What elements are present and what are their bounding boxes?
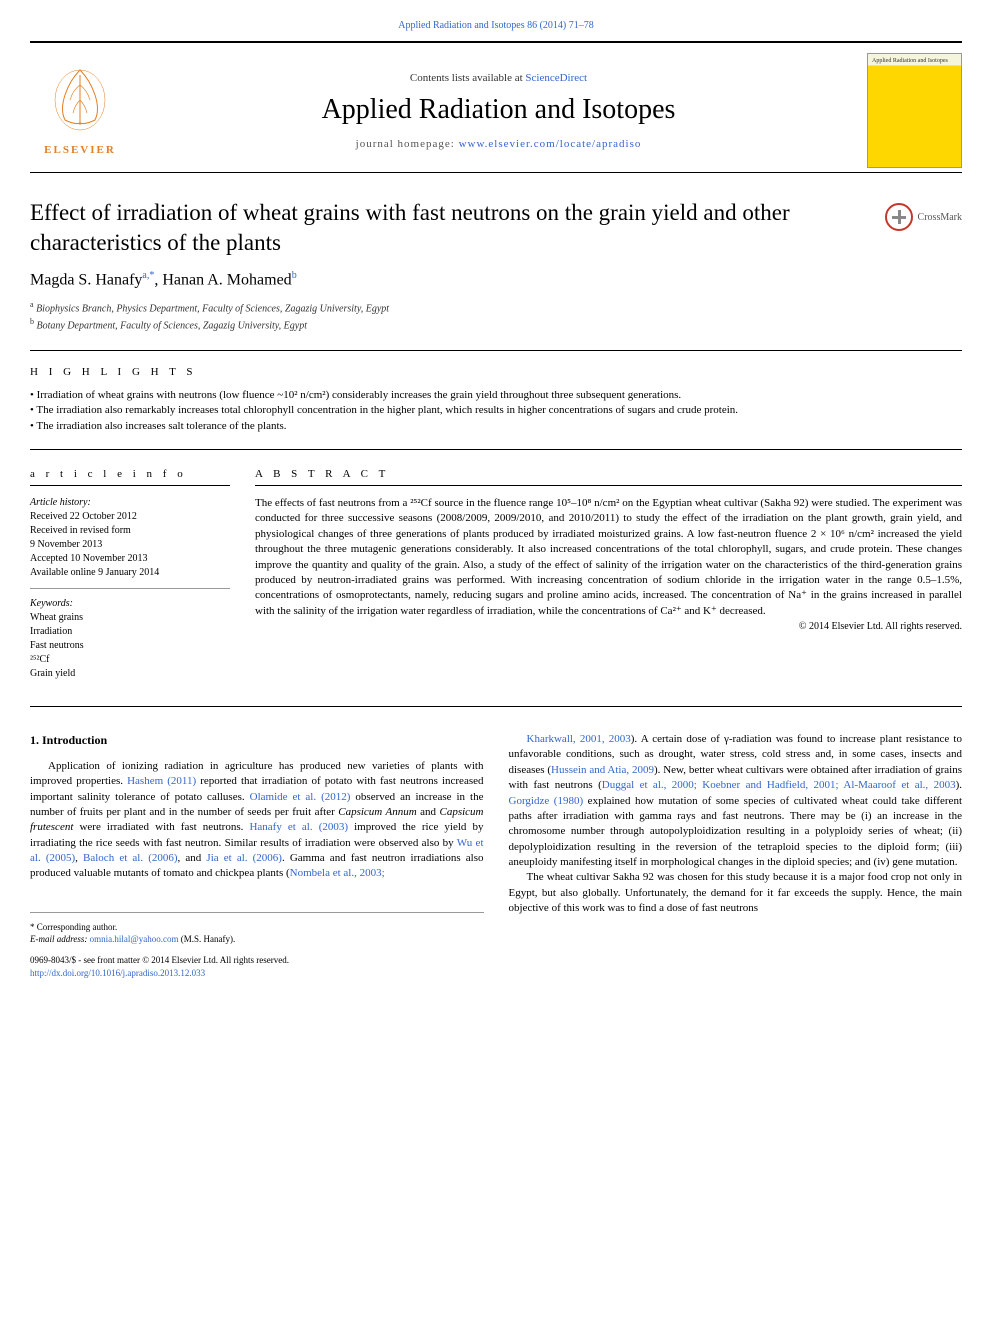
authors-line: Magda S. Hanafya,*, Hanan A. Mohamedb (30, 270, 962, 289)
keywords-block: Keywords: Wheat grains Irradiation Fast … (30, 597, 230, 681)
history-revised-date: 9 November 2013 (30, 538, 230, 552)
intro-paragraph-3: The wheat cultivar Sakha 92 was chosen f… (509, 870, 963, 916)
highlight-item: Irradiation of wheat grains with neutron… (30, 388, 962, 403)
homepage-prefix: journal homepage: (356, 138, 459, 150)
email-line: E-mail address: omnia.hilal@yahoo.com (M… (30, 933, 484, 946)
author-email[interactable]: omnia.hilal@yahoo.com (90, 934, 179, 944)
intro-paragraph-2: Kharkwall, 2001, 2003). A certain dose o… (509, 732, 963, 871)
cover-label: Applied Radiation and Isotopes (872, 58, 948, 64)
keyword-item: Irradiation (30, 625, 230, 639)
journal-homepage-line: journal homepage: www.elsevier.com/locat… (130, 138, 867, 150)
article-title: Effect of irradiation of wheat grains wi… (30, 198, 962, 258)
contents-prefix: Contents lists available at (410, 72, 525, 84)
intro-heading: 1. Introduction (30, 732, 484, 749)
homepage-link[interactable]: www.elsevier.com/locate/apradiso (459, 138, 642, 150)
affiliations: a Biophysics Branch, Physics Department,… (30, 299, 962, 334)
elsevier-tree-icon (45, 65, 115, 135)
highlights-heading: H I G H L I G H T S (30, 366, 962, 378)
title-text: Effect of irradiation of wheat grains wi… (30, 200, 790, 255)
elsevier-logo: ELSEVIER (30, 65, 130, 156)
keyword-item: Wheat grains (30, 611, 230, 625)
footer-block: * Corresponding author. E-mail address: … (30, 912, 484, 979)
history-received: Received 22 October 2012 (30, 510, 230, 524)
body-two-column: 1. Introduction Application of ionizing … (30, 732, 962, 979)
author-1: Magda S. Hanafy (30, 271, 142, 288)
article-info-column: a r t i c l e i n f o Article history: R… (30, 468, 230, 681)
issn-line: 0969-8043/$ - see front matter © 2014 El… (30, 954, 484, 967)
crossmark-label: CrossMark (918, 211, 962, 224)
rule (30, 706, 962, 707)
affiliation-a: Biophysics Branch, Physics Department, F… (36, 303, 389, 314)
footer-meta: 0969-8043/$ - see front matter © 2014 El… (30, 954, 484, 979)
abstract-copyright: © 2014 Elsevier Ltd. All rights reserved… (255, 621, 962, 632)
article-info-heading: a r t i c l e i n f o (30, 468, 230, 486)
keywords-label: Keywords: (30, 597, 230, 611)
journal-cover-thumbnail: Applied Radiation and Isotopes (867, 53, 962, 168)
contents-list-line: Contents lists available at ScienceDirec… (130, 72, 867, 84)
abstract-text: The effects of fast neutrons from a ²⁵²C… (255, 496, 962, 619)
journal-name: Applied Radiation and Isotopes (130, 94, 867, 126)
keyword-item: Grain yield (30, 667, 230, 681)
header-center: Contents lists available at ScienceDirec… (130, 72, 867, 150)
history-revised-label: Received in revised form (30, 524, 230, 538)
citation-link[interactable]: Applied Radiation and Isotopes 86 (2014)… (398, 20, 594, 31)
rule (30, 449, 962, 450)
highlight-item: The irradiation also increases salt tole… (30, 419, 962, 434)
author-2-sup: b (292, 270, 297, 281)
author-1-sup: a,* (142, 270, 154, 281)
doi-link[interactable]: http://dx.doi.org/10.1016/j.apradiso.201… (30, 968, 205, 978)
rule (30, 350, 962, 351)
highlights-list: Irradiation of wheat grains with neutron… (30, 388, 962, 434)
info-abstract-row: a r t i c l e i n f o Article history: R… (30, 468, 962, 681)
elsevier-name: ELSEVIER (30, 144, 130, 156)
abstract-column: A B S T R A C T The effects of fast neut… (255, 468, 962, 681)
keyword-item: ²⁵²Cf (30, 653, 230, 667)
corresponding-note: * Corresponding author. (30, 921, 484, 934)
article-history: Article history: Received 22 October 201… (30, 496, 230, 589)
email-name: (M.S. Hanafy). (178, 934, 235, 944)
keyword-item: Fast neutrons (30, 639, 230, 653)
abstract-heading: A B S T R A C T (255, 468, 962, 486)
crossmark-icon (885, 203, 913, 231)
history-online: Available online 9 January 2014 (30, 566, 230, 580)
history-accepted: Accepted 10 November 2013 (30, 552, 230, 566)
body-column-right: Kharkwall, 2001, 2003). A certain dose o… (509, 732, 963, 979)
citation-header: Applied Radiation and Isotopes 86 (2014)… (30, 20, 962, 31)
author-2: Hanan A. Mohamed (162, 271, 291, 288)
sciencedirect-link[interactable]: ScienceDirect (525, 72, 587, 84)
crossmark-badge[interactable]: CrossMark (885, 203, 962, 231)
journal-header: ELSEVIER Contents lists available at Sci… (30, 41, 962, 173)
body-column-left: 1. Introduction Application of ionizing … (30, 732, 484, 979)
email-label: E-mail address: (30, 934, 90, 944)
intro-paragraph-1: Application of ionizing radiation in agr… (30, 759, 484, 882)
highlight-item: The irradiation also remarkably increase… (30, 403, 962, 418)
affiliation-b: Botany Department, Faculty of Sciences, … (37, 321, 308, 332)
history-label: Article history: (30, 496, 230, 510)
